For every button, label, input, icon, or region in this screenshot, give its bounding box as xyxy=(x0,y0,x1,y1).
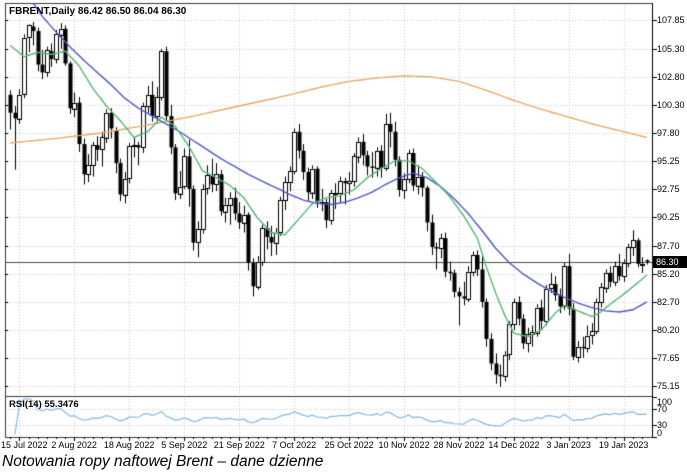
chart-window: FBRENT,Daily 86.42 86.50 86.04 86.30 RSI… xyxy=(0,0,687,476)
price-chart-canvas[interactable] xyxy=(0,0,687,476)
